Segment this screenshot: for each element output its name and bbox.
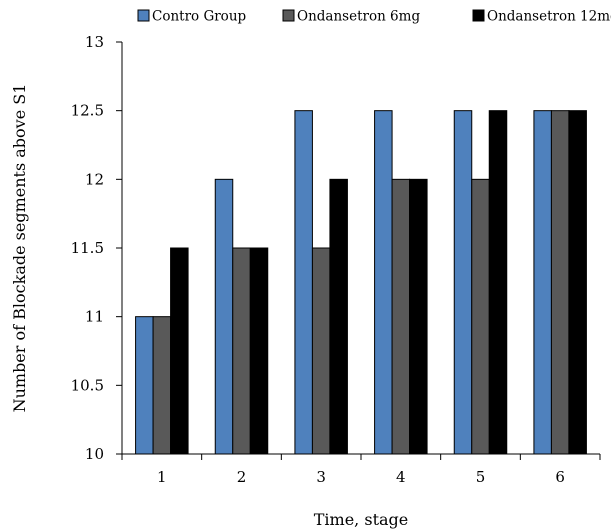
x-tick-label: 6 (555, 468, 565, 486)
bars (135, 110, 587, 455)
legend-label: Ondansetron 6mg (297, 9, 420, 25)
bar-series-3-cat-6 (568, 110, 587, 455)
x-ticks: 1 2 3 4 5 6 (121, 454, 601, 486)
bar-series-3-cat-2 (249, 247, 269, 455)
legend-label: Ondansetron 12mg (487, 9, 611, 25)
y-tick-label: 12 (85, 170, 104, 188)
bar-series-1-cat-5 (453, 110, 473, 455)
x-tick-label: 3 (316, 468, 326, 486)
bar-series-3-cat-4 (409, 178, 428, 455)
bar-series-2-cat-1 (152, 316, 172, 455)
bar-series-1-cat-6 (533, 110, 552, 455)
x-tick-label: 2 (237, 468, 247, 486)
legend: Contro Group Ondansetron 6mg Ondansetron 1… (137, 9, 611, 25)
y-ticks: 10 10.5 11 11.5 12 12.5 13 (71, 33, 122, 463)
y-tick-label: 12.5 (71, 102, 104, 120)
bar-series-1-cat-1 (135, 316, 154, 455)
bar-series-2-cat-4 (391, 178, 411, 455)
y-tick-label: 11.5 (71, 239, 104, 257)
legend-swatch (472, 9, 485, 22)
y-tick-label: 13 (85, 33, 104, 51)
legend-label: Contro Group (152, 9, 246, 25)
bar-series-1-cat-3 (294, 110, 313, 455)
y-axis-title: Number of Blockade segments above S1 (10, 84, 29, 413)
bar-series-3-cat-1 (170, 247, 189, 455)
axes (121, 42, 600, 455)
bar-series-3-cat-3 (329, 178, 348, 455)
bar-series-2-cat-6 (550, 110, 570, 455)
legend-swatch (282, 9, 295, 22)
y-tick-label: 10 (85, 445, 104, 463)
x-tick-label: 4 (396, 468, 406, 486)
legend-swatch (137, 9, 150, 22)
bar-series-2-cat-3 (311, 247, 331, 455)
x-tick-label: 1 (157, 468, 167, 486)
bar-series-2-cat-2 (232, 247, 251, 455)
bar-series-3-cat-5 (488, 110, 508, 455)
y-tick-label: 10.5 (71, 376, 104, 394)
bar-series-1-cat-4 (374, 110, 393, 455)
y-tick-label: 11 (85, 308, 104, 326)
bar-series-1-cat-2 (214, 178, 234, 455)
bar-series-2-cat-5 (471, 178, 490, 455)
x-axis-title: Time, stage (314, 510, 409, 529)
x-tick-label: 5 (476, 468, 486, 486)
